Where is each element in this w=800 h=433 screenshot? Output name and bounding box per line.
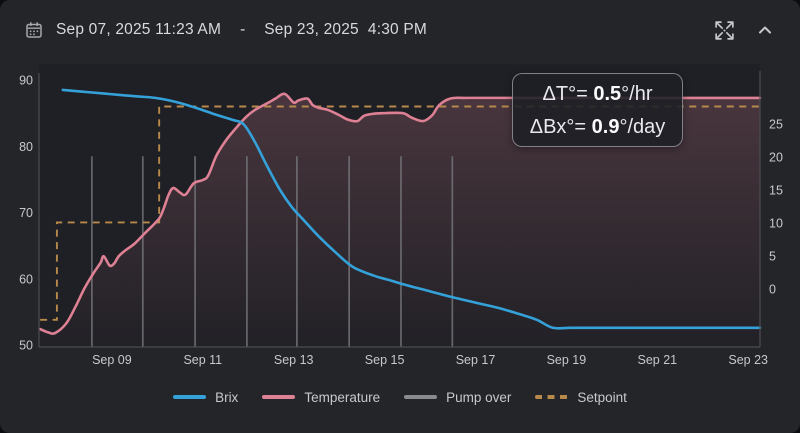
setpoint-line <box>40 105 760 321</box>
x-tick-label: Sep 19 <box>547 353 587 367</box>
date-range-separator: - <box>240 21 246 38</box>
temperature-line-swatch <box>262 395 296 399</box>
y-left-tick-label: 50 <box>19 339 33 353</box>
x-tick-label: Sep 11 <box>183 353 222 367</box>
y-right-tick-label: 10 <box>769 217 783 231</box>
legend-item-brix[interactable]: Brix <box>173 390 238 405</box>
y-right-tick-label: 5 <box>769 250 776 264</box>
x-tick-label: Sep 09 <box>92 353 132 367</box>
y-right-tick-label: 15 <box>769 184 783 198</box>
x-tick-label: Sep 13 <box>274 353 314 367</box>
legend-label-temperature: Temperature <box>304 389 381 405</box>
collapse-button[interactable] <box>752 17 778 43</box>
legend-item-temperature[interactable]: Temperature <box>262 390 380 405</box>
temperature-area-fill <box>40 93 761 348</box>
chart-legend: Brix Temperature Pump over Setpoint <box>0 384 800 410</box>
y-left-tick-label: 70 <box>19 206 33 220</box>
setpoint-line-swatch <box>535 395 569 399</box>
x-tick-label: Sep 15 <box>365 353 405 367</box>
brix-line <box>61 88 762 330</box>
y-left-tick-label: 60 <box>19 272 33 286</box>
legend-label-setpoint: Setpoint <box>577 389 627 405</box>
x-tick-label: Sep 21 <box>637 353 677 367</box>
rate-annotation-box: ΔT°= 0.5°/hr ΔBx°= 0.9°/day <box>512 73 683 147</box>
widget-header: Sep 07, 2025 11:23 AM - Sep 23, 2025 4:3… <box>0 0 800 60</box>
date-range-end: Sep 23, 2025 4:30 PM <box>264 21 428 38</box>
calendar-icon <box>26 22 42 38</box>
expand-button[interactable] <box>709 15 740 46</box>
legend-label-pump-over: Pump over <box>446 389 512 405</box>
legend-item-pump-over[interactable]: Pump over <box>404 390 511 405</box>
x-tick-label: Sep 23 <box>728 353 768 367</box>
delta-temperature-rate: ΔT°= 0.5°/hr <box>542 82 653 105</box>
date-range-picker[interactable]: Sep 07, 2025 11:23 AM - Sep 23, 2025 4:3… <box>25 21 427 39</box>
expand-icon <box>715 20 734 40</box>
brix-line-swatch <box>173 395 207 399</box>
y-right-tick-label: 20 <box>769 151 783 165</box>
y-left-tick-label: 90 <box>19 74 33 88</box>
legend-label-brix: Brix <box>215 389 239 405</box>
y-right-tick-label: 25 <box>769 118 783 132</box>
legend-item-setpoint[interactable]: Setpoint <box>535 390 627 405</box>
y-right-tick-label: 0 <box>769 283 776 297</box>
y-left-tick-label: 80 <box>19 140 33 154</box>
delta-brix-rate: ΔBx°= 0.9°/day <box>529 115 666 138</box>
chevron-up-icon <box>759 26 771 34</box>
pump-over-line-swatch <box>404 395 438 399</box>
temperature-line <box>38 92 762 336</box>
date-range-start: Sep 07, 2025 11:23 AM <box>56 21 222 38</box>
x-tick-label: Sep 17 <box>456 353 496 367</box>
